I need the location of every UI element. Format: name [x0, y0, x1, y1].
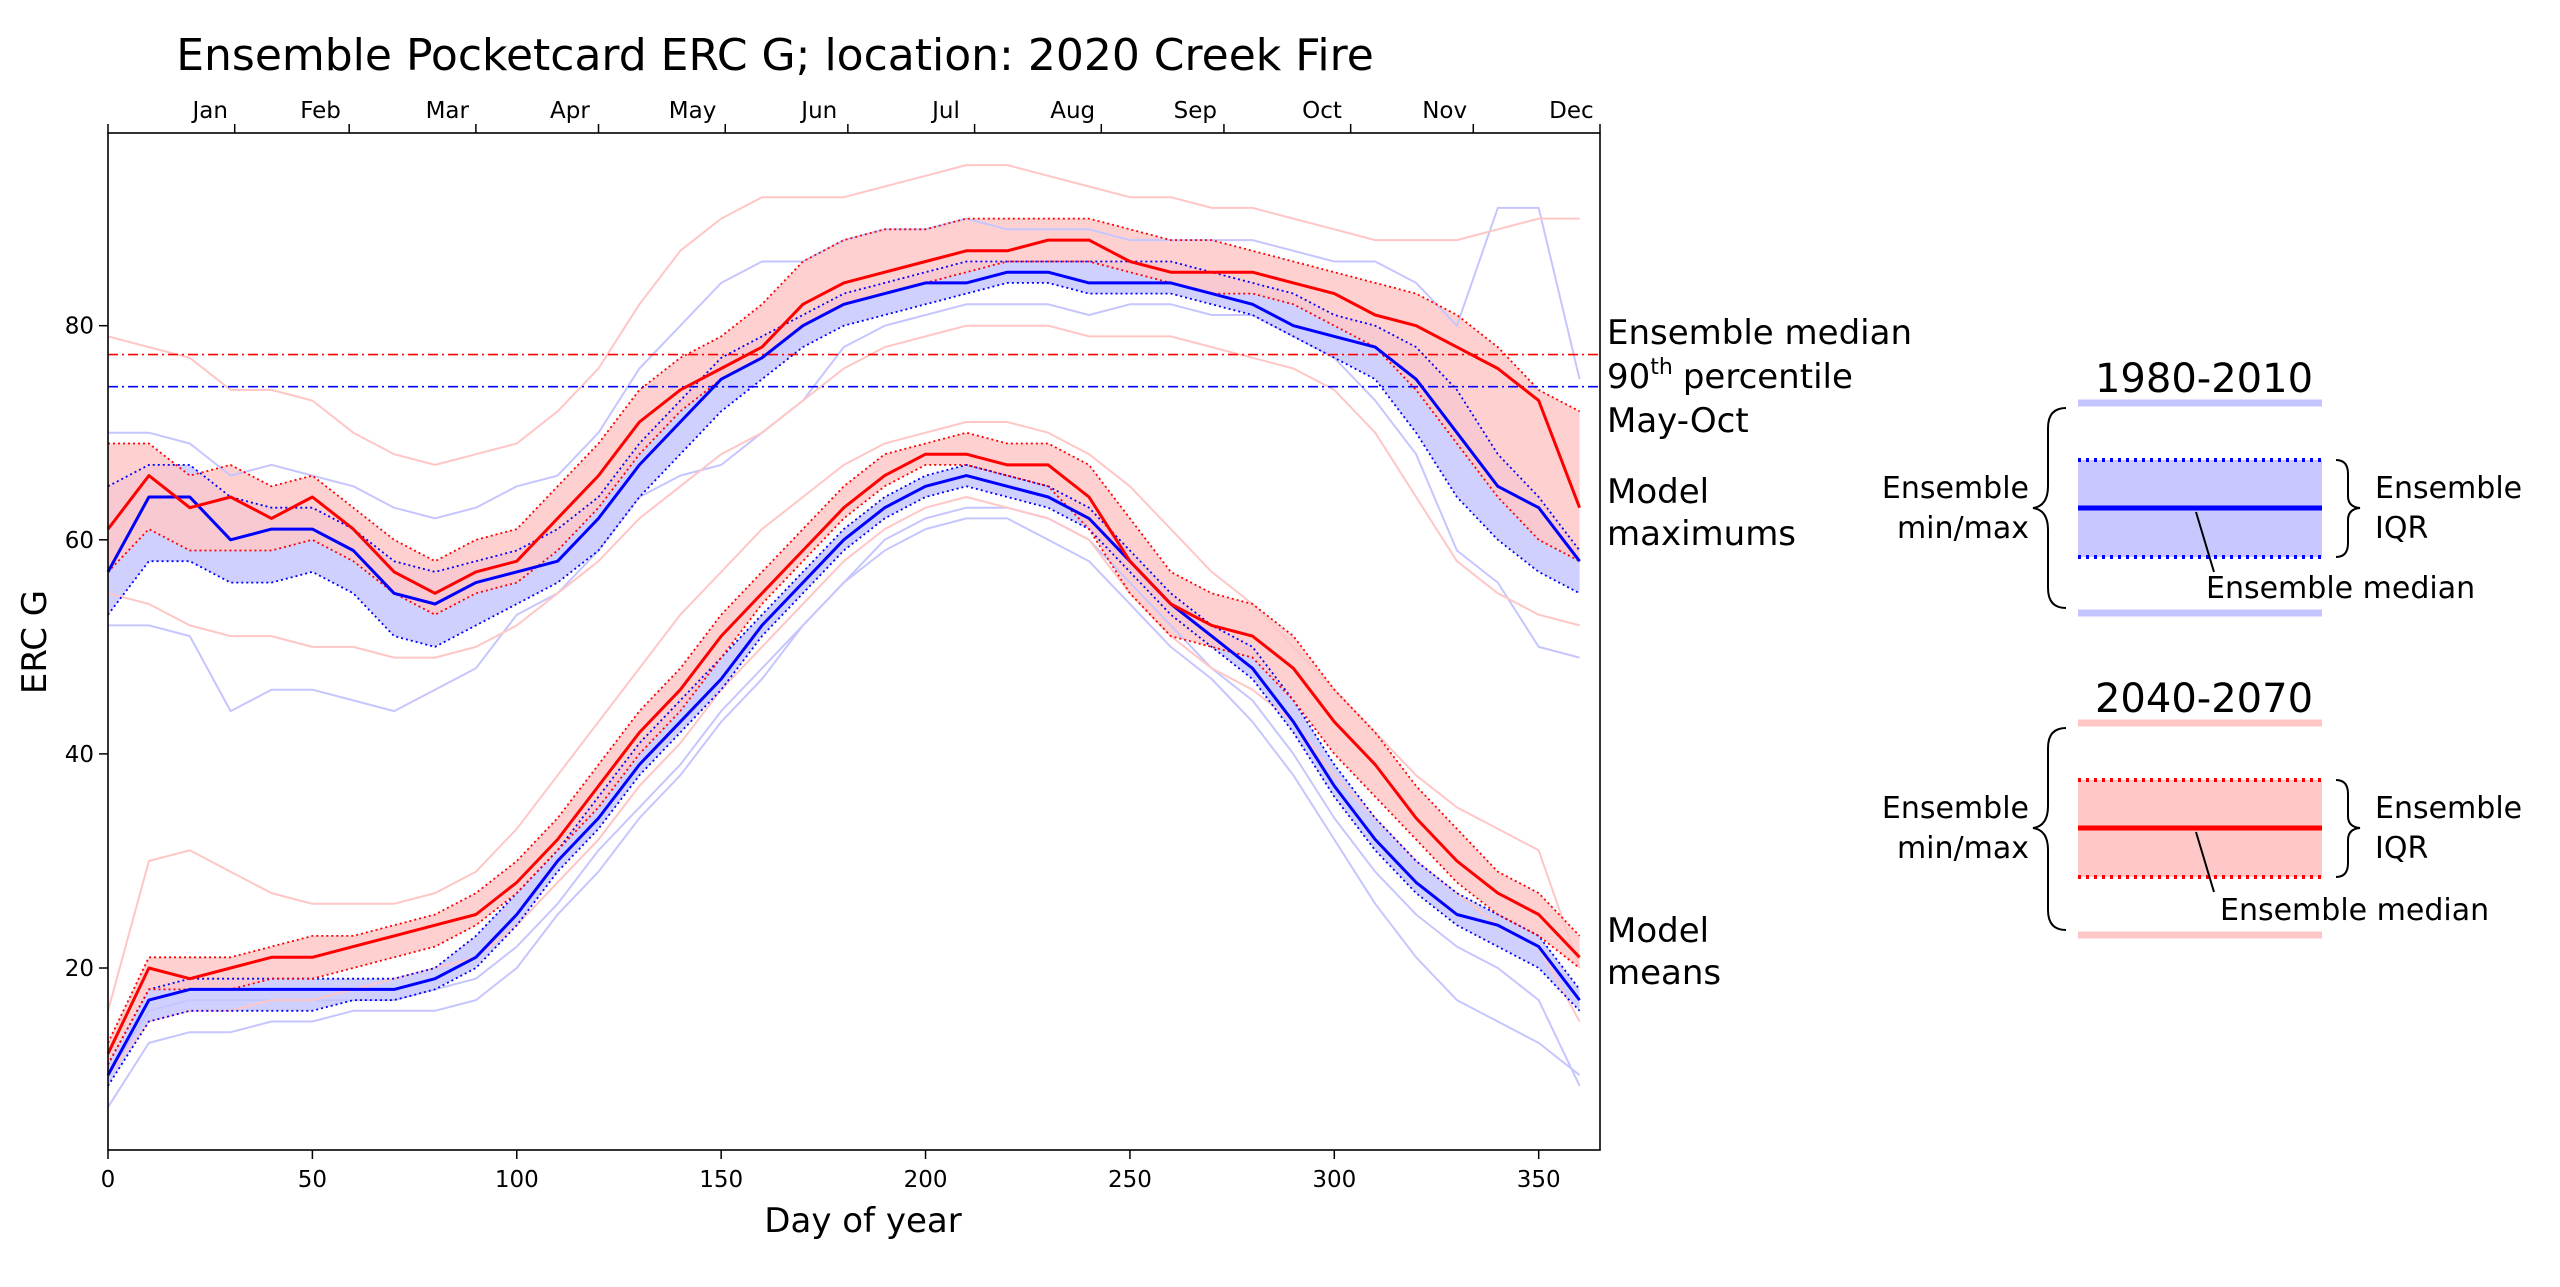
legend-min-max-brace [2032, 727, 2067, 931]
month-label: Jul [930, 98, 960, 124]
model-lines [107, 164, 1581, 1108]
legend-iqr-brace [2335, 779, 2361, 878]
y-tick-label: 80 [65, 314, 94, 340]
means-label-line-2: means [1607, 953, 1721, 993]
iqr-band-maximums-1 [108, 218, 1580, 615]
legend-title: 1980-2010 [2095, 356, 2313, 402]
month-label: Oct [1302, 98, 1342, 124]
q1-line-maximums-0 [107, 281, 1581, 648]
legend-iqr-label-2: IQR [2375, 831, 2428, 866]
model-line-means-5 [107, 506, 1581, 1087]
legend-min-max-brace [2032, 407, 2067, 609]
legend-iqr-label-2: IQR [2375, 511, 2428, 546]
y-axis-label: ERC G [15, 590, 55, 694]
means-label-line-1: Model [1607, 911, 1709, 951]
iqr-band-means-3 [108, 432, 1580, 1065]
q3-line-maximums-1 [108, 217, 1581, 563]
x-axis: 0 50 100 150 200 250 300 350 [101, 1150, 1561, 1193]
month-label: Jun [799, 98, 837, 124]
x-tick-label: 200 [904, 1167, 948, 1193]
x-tick-label: 150 [699, 1167, 743, 1193]
iqr-bands [108, 218, 1580, 1086]
annotations: Ensemble median 90th percentile May-Oct M… [1607, 313, 1912, 993]
median-line-maximums-1 [106, 238, 1582, 595]
reference-label-line-3: May-Oct [1607, 401, 1749, 441]
month-label: Mar [426, 98, 470, 124]
reference-label-word: percentile [1683, 357, 1853, 397]
legend-panel-historical: 1980-2010 Ensemble min/max Ensemble IQR … [1882, 356, 2522, 617]
month-label: Dec [1549, 98, 1594, 124]
month-label: Jan [190, 98, 227, 124]
reference-label-line-1: Ensemble median [1607, 313, 1912, 353]
x-axis-label: Day of year [764, 1201, 961, 1241]
legend-title: 2040-2070 [2095, 676, 2313, 722]
model-line-maximums-1 [108, 206, 1581, 520]
x-tick-label: 50 [298, 1167, 327, 1193]
legend-median-label: Ensemble median [2220, 893, 2489, 928]
legend-min-max-label-1: Ensemble [1882, 791, 2029, 826]
y-axis: 20 40 60 80 [65, 314, 108, 982]
maximums-label-line-2: maximums [1607, 514, 1796, 554]
model-line-maximums-2 [107, 164, 1580, 466]
y-tick-label: 40 [65, 742, 94, 768]
maximums-label-line-1: Model [1607, 472, 1709, 512]
x-tick-label: 250 [1108, 1167, 1152, 1193]
model-line-maximums-3 [107, 324, 1580, 659]
y-tick-label: 60 [65, 528, 94, 554]
legend: 1980-2010 Ensemble min/max Ensemble IQR … [1882, 356, 2522, 939]
legend-median-pointer [2195, 831, 2215, 893]
month-label: Aug [1050, 98, 1095, 124]
legend-iqr-label-1: Ensemble [2375, 471, 2522, 506]
median-line-means-2 [106, 474, 1581, 1076]
month-label: Nov [1422, 98, 1467, 124]
x-tick-label: 0 [101, 1167, 116, 1193]
legend-median-label: Ensemble median [2206, 571, 2475, 606]
legend-median-pointer [2195, 511, 2215, 573]
q3-line-means-2 [107, 463, 1581, 1065]
month-label: May [669, 98, 717, 124]
month-axis: Jan Feb Mar Apr May Jun Jul Aug Sep Oct Nov Dec [107, 98, 1601, 133]
month-label: Apr [550, 98, 590, 124]
legend-panel-future: 2040-2070 Ensemble min/max Ensemble IQR … [1882, 676, 2522, 939]
legend-min-max-label-2: min/max [1897, 831, 2029, 866]
x-tick-label: 100 [495, 1167, 539, 1193]
plot-area [106, 164, 1600, 1108]
legend-iqr-label-1: Ensemble [2375, 791, 2522, 826]
x-tick-label: 300 [1312, 1167, 1356, 1193]
median-line-means-3 [106, 452, 1581, 1055]
q1-line-means-2 [107, 485, 1581, 1087]
q3-line-means-3 [107, 431, 1581, 1044]
reference-label-line-2: 90th percentile [1607, 355, 1853, 397]
legend-min-max-label-1: Ensemble [1882, 471, 2029, 506]
x-tick-label: 350 [1517, 1167, 1561, 1193]
month-label: Feb [300, 98, 341, 124]
legend-iqr-brace [2335, 459, 2361, 558]
reference-label-sup: th [1650, 355, 1673, 380]
y-tick-label: 20 [65, 956, 94, 982]
legend-min-max-label-2: min/max [1897, 511, 2029, 546]
median-lines [106, 238, 1582, 1076]
chart-title: Ensemble Pocketcard ERC G; location: 202… [176, 30, 1374, 81]
reference-lines [108, 353, 1600, 388]
reference-label-number: 90 [1607, 357, 1650, 397]
model-line-maximums-0 [108, 303, 1580, 713]
month-label: Sep [1174, 98, 1217, 124]
median-line-maximums-0 [106, 270, 1581, 606]
plot-frame [107, 132, 1601, 1151]
